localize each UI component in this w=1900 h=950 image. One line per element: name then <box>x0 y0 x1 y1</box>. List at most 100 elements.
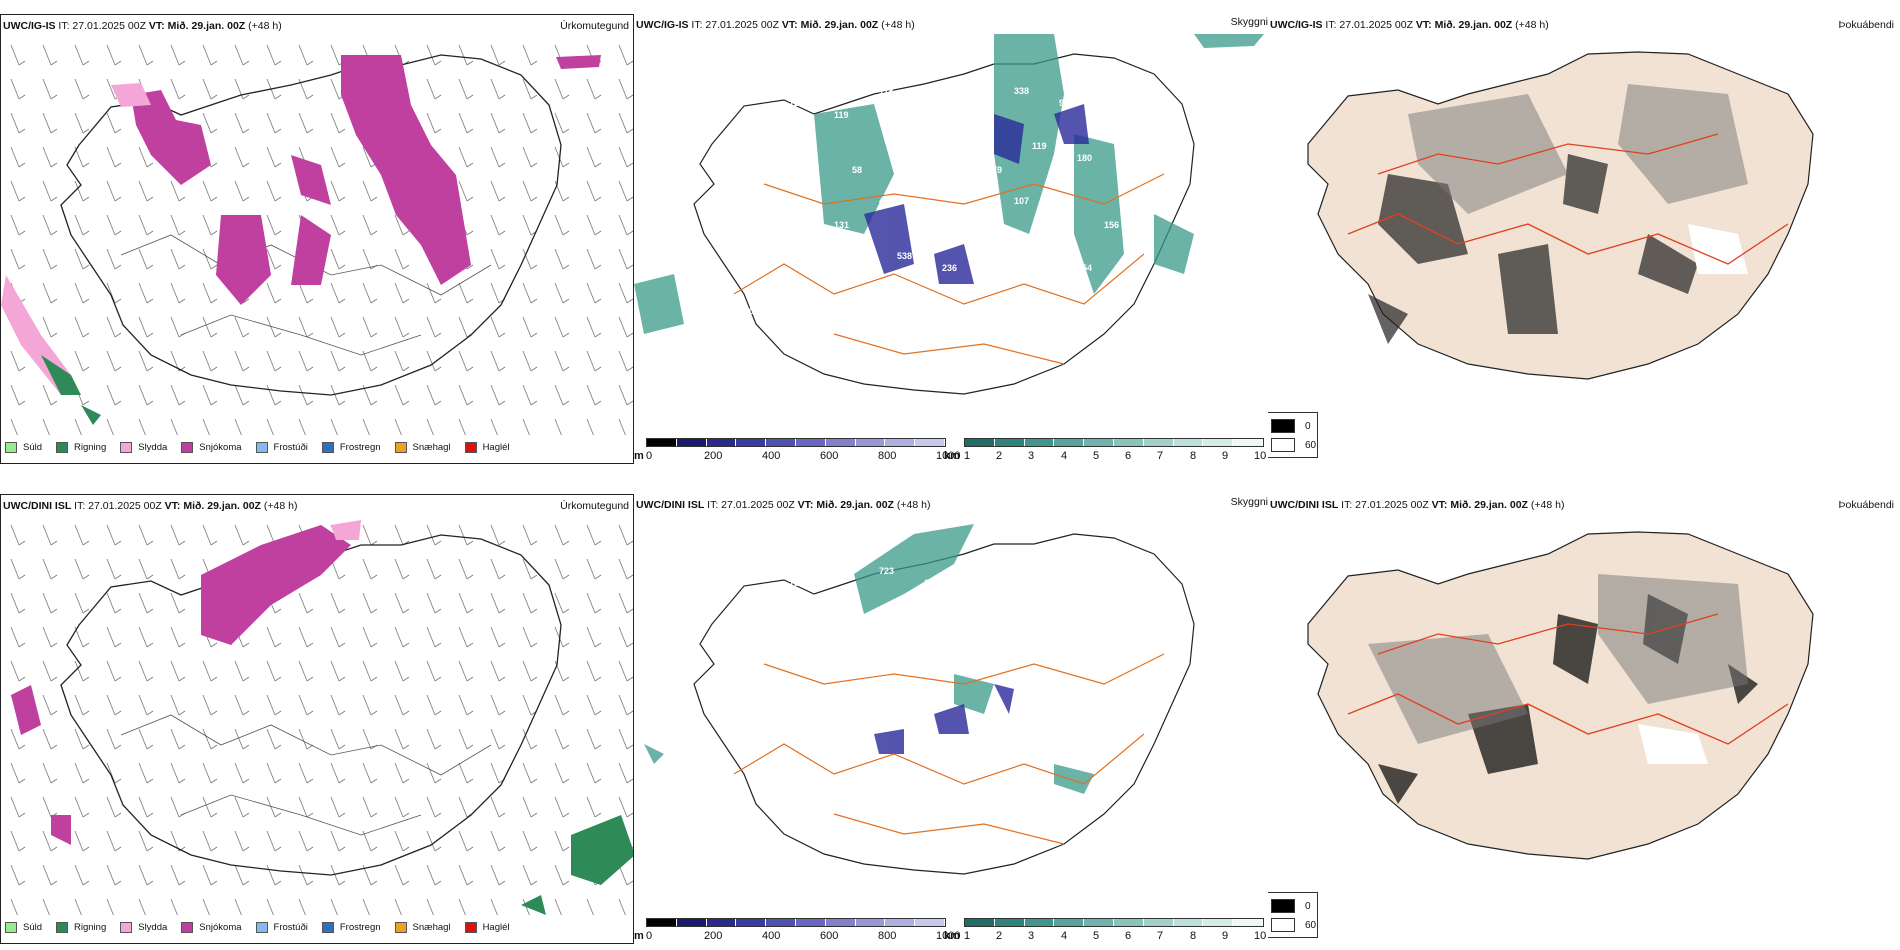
wind-barb-flag <box>338 298 346 304</box>
wind-barb-flag <box>210 230 218 236</box>
wind-barb <box>170 78 180 100</box>
ceiling-label: 538 <box>897 251 912 261</box>
wind-barb <box>234 384 244 406</box>
legend-swatch <box>120 922 133 933</box>
wind-barb-flag <box>50 676 58 682</box>
wind-barb-flag <box>82 710 90 716</box>
ceiling-label: 723 <box>879 566 894 576</box>
wind-barb-flag <box>178 196 186 202</box>
colorbar-tick: 8 <box>1190 930 1197 942</box>
wind-barb <box>74 248 84 270</box>
wind-barb-flag <box>466 778 474 784</box>
colorbar-strip <box>964 438 1264 447</box>
wind-barb-flag <box>370 846 378 852</box>
wind-barb <box>490 728 500 750</box>
panel-name: Úrkomutegund <box>560 20 629 32</box>
wind-barb-flag <box>370 574 378 580</box>
wind-barb-flag <box>562 710 570 716</box>
ceiling-labels: 135 156 18 723 146 570 118 120 108 117 118 205 94 112… <box>744 566 1119 655</box>
ceiling-label: 120 <box>1059 578 1074 588</box>
wind-barb-flag <box>594 574 602 580</box>
ceiling-panel-igis: UWC/IG-IS IT: 27.01.2025 00Z VT: Mið. 29… <box>634 14 1268 464</box>
wind-barb <box>586 898 594 915</box>
wind-barb <box>490 78 500 100</box>
wind-barb-flag <box>402 608 410 614</box>
wind-barb <box>490 796 500 818</box>
colorbar-tick: 600 <box>820 930 839 942</box>
wind-barb-flag <box>18 642 26 648</box>
wind-barb <box>490 214 500 236</box>
ceiling-panel-dini: UWC/DINI ISL IT: 27.01.2025 00Z VT: Mið.… <box>634 494 1268 944</box>
wind-barb-flag <box>466 162 474 168</box>
legend-item: Snæhagl <box>394 922 451 933</box>
wind-barb-flag <box>306 710 314 716</box>
wind-barb-flag <box>434 812 442 818</box>
wind-barb <box>266 282 276 304</box>
wind-barb <box>42 180 52 202</box>
wind-barb <box>106 112 116 134</box>
wind-barb-flag <box>530 94 538 100</box>
colorbar-tick: 6 <box>1125 450 1132 462</box>
wind-barb <box>138 44 148 66</box>
wind-barb <box>202 384 212 406</box>
colorbar-tick: 0 <box>646 930 653 942</box>
wind-barb <box>490 44 500 66</box>
colorbar-segment <box>795 439 826 446</box>
wind-barb-flag <box>626 264 633 270</box>
wind-barb-flag <box>626 540 633 546</box>
wind-barb <box>554 214 564 236</box>
wind-barb-flag <box>434 608 442 614</box>
wind-barb <box>234 796 244 818</box>
wind-barb <box>138 864 148 886</box>
wind-barb <box>170 864 180 886</box>
wind-barb <box>10 248 20 270</box>
wind-barb <box>170 796 180 818</box>
wind-barb-flag <box>594 778 602 784</box>
wind-barb-flag <box>626 298 633 304</box>
ceiling-label: 107 <box>1014 196 1029 206</box>
ceiling-label: 99 <box>924 98 934 108</box>
wind-barb-flag <box>530 642 538 648</box>
wind-barb-flag <box>594 642 602 648</box>
wind-barb <box>586 112 596 134</box>
wind-barb <box>426 524 436 546</box>
wind-barb-flag <box>626 710 633 716</box>
wind-barb-flag <box>210 880 218 886</box>
wind-barb-flag <box>338 366 346 372</box>
wind-barb-flag <box>210 400 218 406</box>
iceland-coastline <box>60 54 562 396</box>
wind-barb <box>106 558 116 580</box>
wind-barb-flag <box>530 778 538 784</box>
wind-barb-flag <box>178 60 186 66</box>
wind-barb-flag <box>146 676 154 682</box>
wind-barb-flag <box>498 676 506 682</box>
wind-barb <box>106 282 116 304</box>
legend-item: Slydda <box>120 442 167 453</box>
wind-barb-flag <box>274 710 282 716</box>
wind-barb-flag <box>434 540 442 546</box>
wind-barb <box>234 180 244 202</box>
wind-barb <box>426 796 436 818</box>
wind-barb <box>362 694 372 716</box>
wind-barb-flag <box>562 846 570 852</box>
wind-barb-flag <box>530 264 538 270</box>
wind-barb <box>362 796 372 818</box>
wind-barb-flag <box>50 574 58 580</box>
wind-barb <box>586 214 596 236</box>
wind-barb <box>266 350 276 372</box>
wind-barb <box>554 146 564 168</box>
wind-barb-flag <box>114 264 122 270</box>
wind-barb <box>586 592 596 614</box>
colorbar-segment <box>736 919 767 926</box>
wind-barb-flag <box>594 676 602 682</box>
wind-barb-flag <box>274 264 282 270</box>
wind-barb-flag <box>306 60 314 66</box>
legend-item: Súld <box>5 442 42 453</box>
wind-barb-flag <box>210 812 218 818</box>
wind-barb-flag <box>562 642 570 648</box>
wind-barb-flag <box>306 880 314 886</box>
wind-barb <box>170 660 180 682</box>
ceiling-label: 269 <box>807 263 822 273</box>
colorbar-segment <box>965 919 995 926</box>
wind-barb <box>522 418 530 435</box>
